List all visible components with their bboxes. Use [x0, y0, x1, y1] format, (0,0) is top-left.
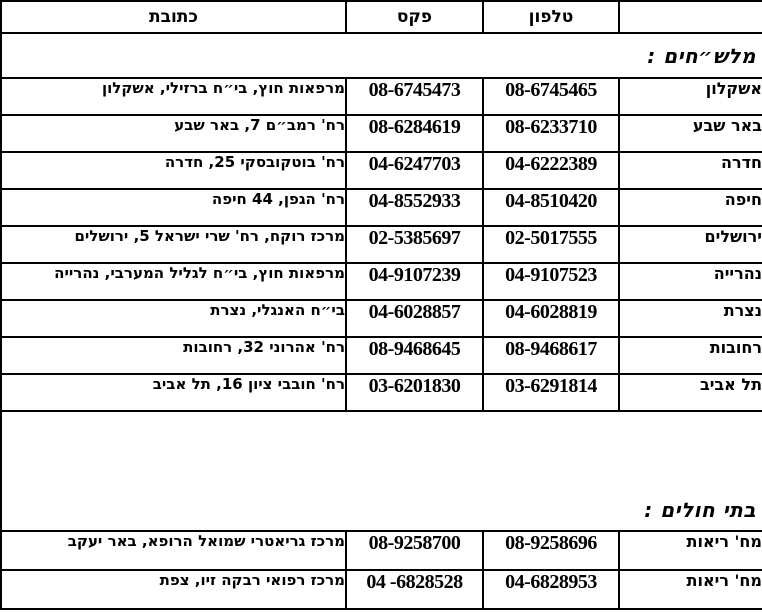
- row-fax: 08-6745473: [345, 77, 484, 116]
- row-address: מרפאות חוץ, בי״ח ברזילי, אשקלון: [0, 77, 347, 116]
- section-title-hospitals: בתי חולים :: [0, 410, 762, 532]
- table-row: ירושלים 02-5017555 02-5385697 מרכז רוקח,…: [0, 225, 762, 264]
- row-phone: 08-6745465: [482, 77, 620, 116]
- row-address: מרפאות חוץ, בי״ח לגליל המערבי, נהרייה: [0, 262, 347, 301]
- table-row: אשקלון 08-6745465 08-6745473 מרפאות חוץ,…: [0, 77, 762, 116]
- table-header-row: טלפון פקס כתובת: [0, 0, 762, 34]
- row-address: רח' אהרוני 32, רחובות: [0, 336, 347, 375]
- row-phone: 02-5017555: [482, 225, 620, 264]
- column-header-address: כתובת: [0, 0, 347, 34]
- table-row: מח' ריאות 04-6828953 04 -6828528 מרכז רפ…: [0, 569, 762, 610]
- table-row: נהרייה 04-9107523 04-9107239 מרפאות חוץ,…: [0, 262, 762, 301]
- row-city: חיפה: [618, 188, 762, 227]
- row-city: באר שבע: [618, 114, 762, 153]
- row-phone: 04-6028819: [482, 299, 620, 338]
- row-address: רח' חובבי ציון 16, תל אביב: [0, 373, 347, 412]
- row-phone: 03-6291814: [482, 373, 620, 412]
- row-fax: 04-8552933: [345, 188, 484, 227]
- row-phone: 08-9258696: [482, 530, 620, 571]
- row-address: מרכז רפואי רבקה זיו, צפת: [0, 569, 347, 610]
- section-title-malshachim: מלש״חים :: [0, 32, 762, 79]
- row-phone: 04-8510420: [482, 188, 620, 227]
- row-city: מח' ריאות: [618, 569, 762, 610]
- row-address: רח' הגפן, 44 חיפה: [0, 188, 347, 227]
- row-fax: 04 -6828528: [345, 569, 484, 610]
- table-row: מח' ריאות 08-9258696 08-9258700 מרכז גרי…: [0, 530, 762, 571]
- row-address: בי״ח האנגלי, נצרת: [0, 299, 347, 338]
- row-fax: 04-6028857: [345, 299, 484, 338]
- row-phone: 04-9107523: [482, 262, 620, 301]
- row-city: נהרייה: [618, 262, 762, 301]
- row-city: נצרת: [618, 299, 762, 338]
- section-row: מלש״חים :: [0, 32, 762, 79]
- row-fax: 03-6201830: [345, 373, 484, 412]
- row-address: מרכז גריאטרי שמואל הרופא, באר יעקב: [0, 530, 347, 571]
- row-phone: 04-6222389: [482, 151, 620, 190]
- row-fax: 02-5385697: [345, 225, 484, 264]
- row-city: אשקלון: [618, 77, 762, 116]
- section-row: בתי חולים :: [0, 410, 762, 532]
- row-fax: 08-6284619: [345, 114, 484, 153]
- row-fax: 04-6247703: [345, 151, 484, 190]
- row-fax: 08-9258700: [345, 530, 484, 571]
- row-fax: 08-9468645: [345, 336, 484, 375]
- row-city: ירושלים: [618, 225, 762, 264]
- row-phone: 08-9468617: [482, 336, 620, 375]
- row-city: מח' ריאות: [618, 530, 762, 571]
- row-phone: 08-6233710: [482, 114, 620, 153]
- row-city: חדרה: [618, 151, 762, 190]
- column-header-fax: פקס: [345, 0, 484, 34]
- column-header-city: [618, 0, 762, 34]
- table-row: תל אביב 03-6291814 03-6201830 רח' חובבי …: [0, 373, 762, 412]
- column-header-phone: טלפון: [482, 0, 620, 34]
- row-fax: 04-9107239: [345, 262, 484, 301]
- row-city: תל אביב: [618, 373, 762, 412]
- table-row: חדרה 04-6222389 04-6247703 רח' בוטקובסקי…: [0, 151, 762, 190]
- row-address: רח' בוטקובסקי 25, חדרה: [0, 151, 347, 190]
- table-row: נצרת 04-6028819 04-6028857 בי״ח האנגלי, …: [0, 299, 762, 338]
- table-row: רחובות 08-9468617 08-9468645 רח' אהרוני …: [0, 336, 762, 375]
- row-address: מרכז רוקח, רח' שרי ישראל 5, ירושלים: [0, 225, 347, 264]
- row-phone: 04-6828953: [482, 569, 620, 610]
- table-row: חיפה 04-8510420 04-8552933 רח' הגפן, 44 …: [0, 188, 762, 227]
- table-row: באר שבע 08-6233710 08-6284619 רח' רמב״ם …: [0, 114, 762, 153]
- row-address: רח' רמב״ם 7, באר שבע: [0, 114, 347, 153]
- row-city: רחובות: [618, 336, 762, 375]
